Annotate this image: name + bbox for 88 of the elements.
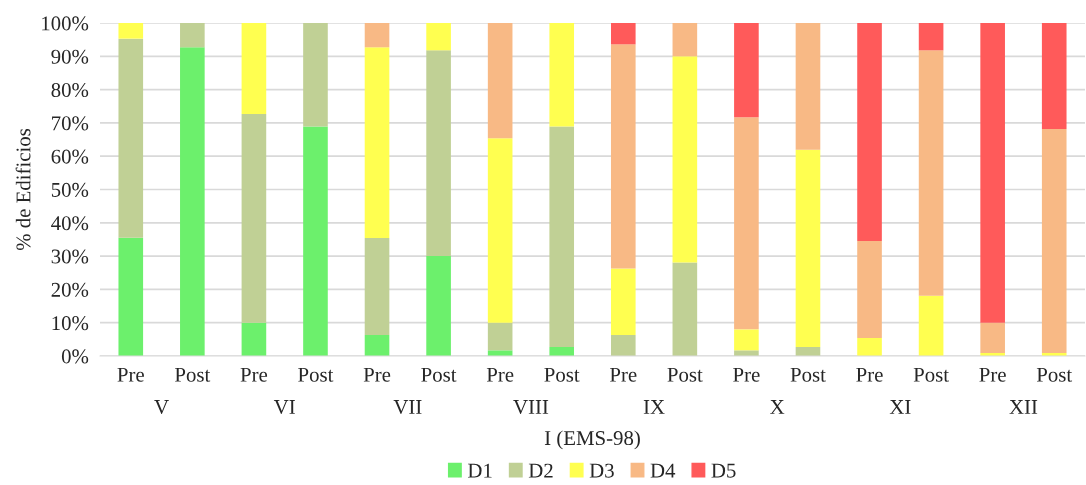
bar bbox=[734, 117, 759, 330]
bar bbox=[364, 238, 390, 336]
bar bbox=[118, 23, 144, 39]
bar bbox=[610, 44, 636, 269]
bar bbox=[734, 350, 759, 356]
bar bbox=[241, 23, 267, 114]
bar bbox=[857, 241, 882, 339]
bar bbox=[857, 338, 882, 356]
y-tick-label: 40% bbox=[51, 216, 89, 231]
bar bbox=[364, 23, 390, 48]
x-tick-label: Pre bbox=[363, 367, 391, 382]
x-tick-label: Post bbox=[421, 367, 457, 382]
bar bbox=[980, 322, 1005, 353]
bar bbox=[1041, 23, 1067, 129]
x-tick-label: Pre bbox=[856, 367, 883, 382]
bar bbox=[118, 38, 144, 238]
y-tick-label: 90% bbox=[51, 49, 89, 64]
bar bbox=[610, 268, 636, 336]
text: VI bbox=[273, 400, 295, 415]
legend-label: D5 bbox=[711, 463, 736, 478]
y-tick-label: 60% bbox=[51, 149, 89, 164]
text: XII bbox=[1009, 400, 1038, 414]
y-tick-label: 70% bbox=[52, 116, 89, 131]
bar bbox=[364, 47, 390, 239]
bar bbox=[980, 23, 1005, 323]
bar bbox=[672, 56, 698, 263]
y-tick-label: 100% bbox=[42, 16, 89, 31]
y-tick-label: 30% bbox=[51, 249, 89, 264]
text: VII bbox=[393, 400, 422, 415]
y-tick-label: 20% bbox=[51, 282, 89, 297]
bar bbox=[610, 23, 636, 45]
x-tick-label: Pre bbox=[733, 367, 760, 382]
legend-label: D4 bbox=[650, 463, 676, 478]
y-tick-label: 10% bbox=[52, 316, 89, 331]
bar bbox=[426, 50, 451, 257]
legend-label: D1 bbox=[467, 463, 492, 478]
x-tick-label: Post bbox=[544, 367, 580, 382]
bar bbox=[180, 23, 205, 48]
text: X bbox=[770, 400, 785, 414]
bar bbox=[241, 113, 267, 323]
text: V bbox=[154, 400, 169, 415]
x-tick-label: Post bbox=[174, 367, 211, 382]
x-tick-label: Post bbox=[790, 367, 826, 382]
bar bbox=[795, 149, 821, 348]
bar bbox=[303, 126, 328, 356]
bar bbox=[180, 47, 205, 356]
bar bbox=[734, 329, 759, 351]
text: XI bbox=[889, 400, 911, 414]
bar bbox=[918, 50, 944, 296]
x-tick-label: Post bbox=[667, 367, 703, 382]
bar bbox=[426, 23, 451, 51]
bar bbox=[857, 23, 882, 242]
bar bbox=[549, 126, 575, 348]
bar bbox=[241, 322, 267, 356]
text: VIII bbox=[513, 400, 549, 415]
x-tick-label: Pre bbox=[240, 367, 268, 382]
y-axis-title: % de Edificios bbox=[15, 128, 31, 251]
x-axis-title: I (EMS-98) bbox=[544, 430, 640, 450]
bar bbox=[795, 23, 821, 150]
bar bbox=[549, 347, 575, 356]
bar bbox=[426, 256, 451, 356]
bar bbox=[918, 23, 944, 51]
bar bbox=[918, 295, 944, 356]
x-tick-label: Post bbox=[913, 367, 949, 382]
bar bbox=[364, 335, 390, 356]
y-tick-label: 0% bbox=[61, 349, 89, 364]
bar bbox=[487, 322, 513, 351]
x-tick-label: Post bbox=[1036, 367, 1073, 382]
y-tick-label: 50% bbox=[51, 182, 89, 197]
y-tick-label: 80% bbox=[51, 82, 89, 98]
bar bbox=[303, 23, 328, 127]
x-tick-label: Pre bbox=[117, 367, 144, 382]
bar bbox=[487, 138, 513, 323]
bar bbox=[672, 262, 698, 356]
legend-label: D2 bbox=[528, 463, 553, 478]
x-tick-label: Pre bbox=[610, 367, 637, 382]
bar bbox=[118, 237, 144, 356]
x-tick-label: Post bbox=[298, 367, 334, 382]
bar bbox=[610, 335, 636, 356]
legend-label: D3 bbox=[589, 463, 614, 478]
bar bbox=[1041, 128, 1067, 353]
x-tick-label: Pre bbox=[486, 367, 514, 382]
text: IX bbox=[643, 400, 665, 414]
bar bbox=[549, 23, 575, 127]
x-tick-label: Pre bbox=[979, 367, 1006, 382]
bar bbox=[734, 23, 759, 118]
bar bbox=[672, 23, 698, 57]
bar bbox=[487, 23, 513, 139]
